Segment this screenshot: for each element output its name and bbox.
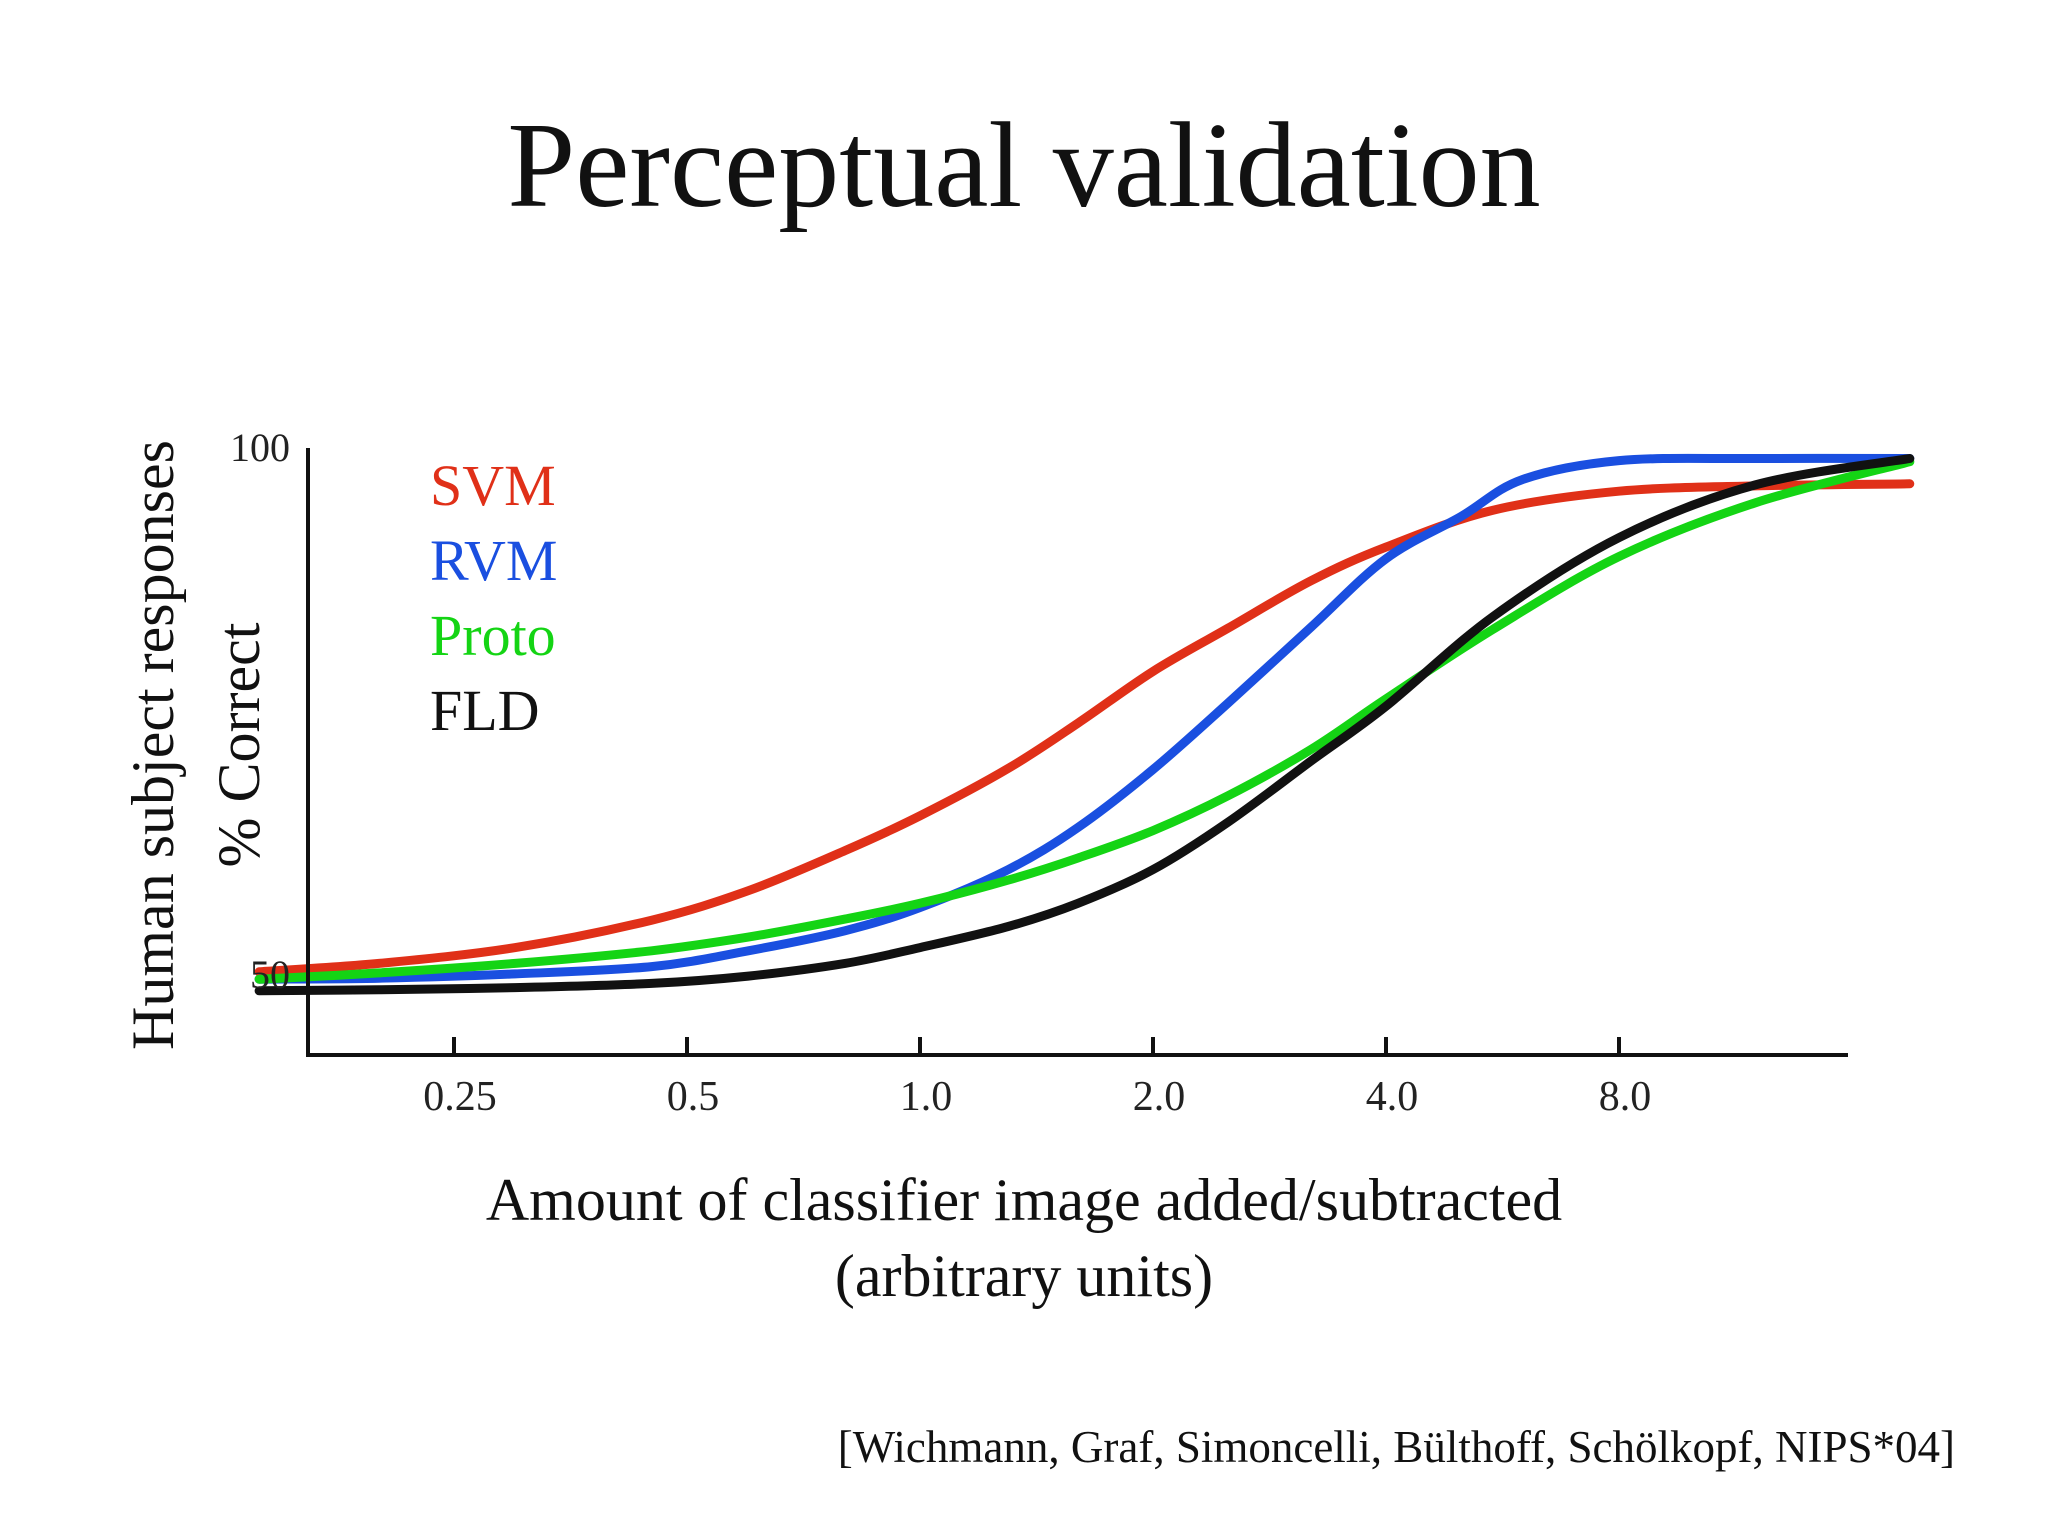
slide-title: Perceptual validation bbox=[507, 98, 1541, 233]
legend-item-rvm: RVM bbox=[430, 528, 558, 593]
legend-item-fld: FLD bbox=[430, 678, 540, 743]
chart-axes bbox=[306, 448, 1848, 1057]
x-tick-label: 0.25 bbox=[423, 1074, 497, 1120]
y-tick-label: 100 bbox=[230, 425, 290, 470]
x-axis-label: Amount of classifier image added/subtrac… bbox=[0, 1162, 2048, 1314]
legend-item-svm: SVM bbox=[430, 453, 556, 518]
y-tick-label: 50 bbox=[250, 952, 290, 997]
series-line-rvm bbox=[254, 453, 1915, 984]
series-curves bbox=[254, 453, 1915, 996]
x-axis-label-line-1: Amount of classifier image added/subtrac… bbox=[485, 1167, 1563, 1233]
axis-ticks: 0.25 0.5 1.0 2.0 4.0 8.0 50 100 bbox=[230, 425, 1651, 1120]
series-line-proto bbox=[254, 457, 1915, 984]
series-line-fld bbox=[254, 454, 1915, 996]
series-line-svm bbox=[254, 479, 1915, 977]
legend-item-proto: Proto bbox=[430, 603, 556, 668]
x-axis-label-line-2: (arbitrary units) bbox=[834, 1243, 1214, 1309]
x-tick-label: 4.0 bbox=[1366, 1074, 1419, 1120]
citation: [Wichmann, Graf, Simoncelli, Bülthoff, S… bbox=[837, 1422, 1955, 1472]
x-tick-label: 8.0 bbox=[1599, 1074, 1652, 1120]
chart-legend: SVM RVM Proto FLD bbox=[430, 453, 558, 743]
x-tick-label: 1.0 bbox=[900, 1074, 953, 1120]
x-tick-label: 2.0 bbox=[1133, 1074, 1186, 1120]
x-tick-label: 0.5 bbox=[667, 1074, 720, 1120]
